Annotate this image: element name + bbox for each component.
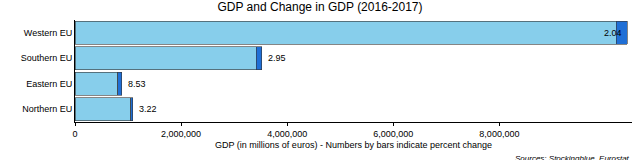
svg-text:0: 0	[72, 129, 77, 139]
svg-text:8.53: 8.53	[128, 79, 146, 89]
svg-text:3.22: 3.22	[139, 104, 157, 114]
svg-text:2,000,000: 2,000,000	[161, 129, 201, 139]
svg-text:2.04: 2.04	[604, 28, 622, 38]
svg-text:Southern EU: Southern EU	[21, 53, 73, 63]
svg-text:Eastern EU: Eastern EU	[26, 79, 72, 89]
svg-text:6,000,000: 6,000,000	[373, 129, 413, 139]
svg-text:4,000,000: 4,000,000	[267, 129, 307, 139]
svg-text:GDP and Change in GDP (2016-20: GDP and Change in GDP (2016-2017)	[217, 0, 422, 14]
svg-text:8,000,000: 8,000,000	[479, 129, 519, 139]
svg-text:Northern EU: Northern EU	[22, 104, 72, 114]
svg-text:2.95: 2.95	[268, 53, 286, 63]
svg-text:GDP (in millions of euros) - N: GDP (in millions of euros) - Numbers by …	[215, 140, 492, 150]
svg-text:Sources: Stockingblue, Eurosta: Sources: Stockingblue, Eurostat	[515, 154, 630, 160]
svg-text:Western EU: Western EU	[24, 28, 72, 38]
